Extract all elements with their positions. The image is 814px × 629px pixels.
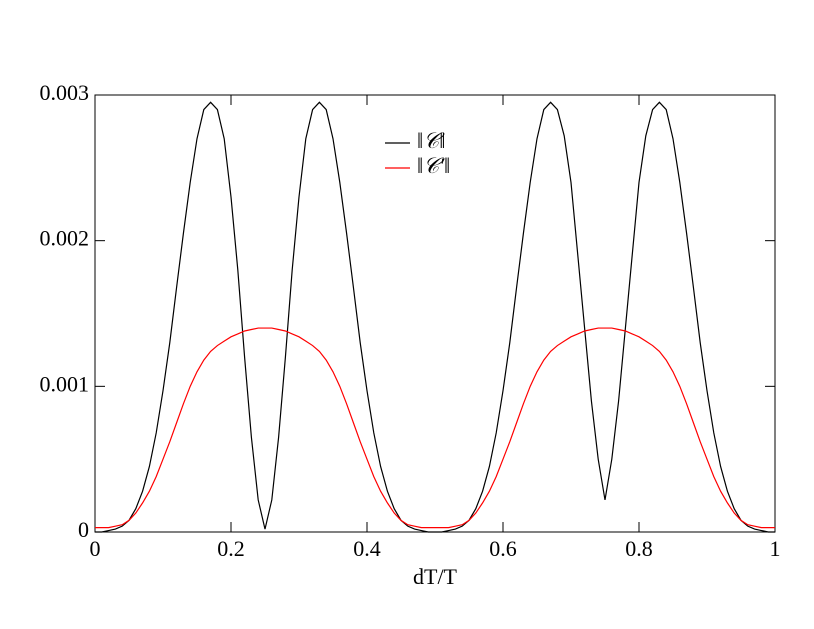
x-tick-label: 1 <box>770 536 781 561</box>
series-line <box>95 101 775 533</box>
y-tick-label: 0.001 <box>40 371 90 396</box>
legend-label: ‖𝒞‖ <box>417 128 445 153</box>
x-tick-label: 0.6 <box>489 536 517 561</box>
y-tick-label: 0 <box>78 517 89 542</box>
y-tick-label: 0.003 <box>40 80 90 105</box>
legend-label: ‖𝒞′‖ <box>417 153 450 178</box>
x-tick-label: 0 <box>90 536 101 561</box>
x-tick-label: 0.8 <box>625 536 653 561</box>
x-tick-label: 0.2 <box>217 536 245 561</box>
x-tick-label: 0.4 <box>353 536 381 561</box>
y-tick-label: 0.002 <box>40 226 90 251</box>
x-axis-label: dT/T <box>413 564 458 589</box>
series-line <box>95 327 775 529</box>
